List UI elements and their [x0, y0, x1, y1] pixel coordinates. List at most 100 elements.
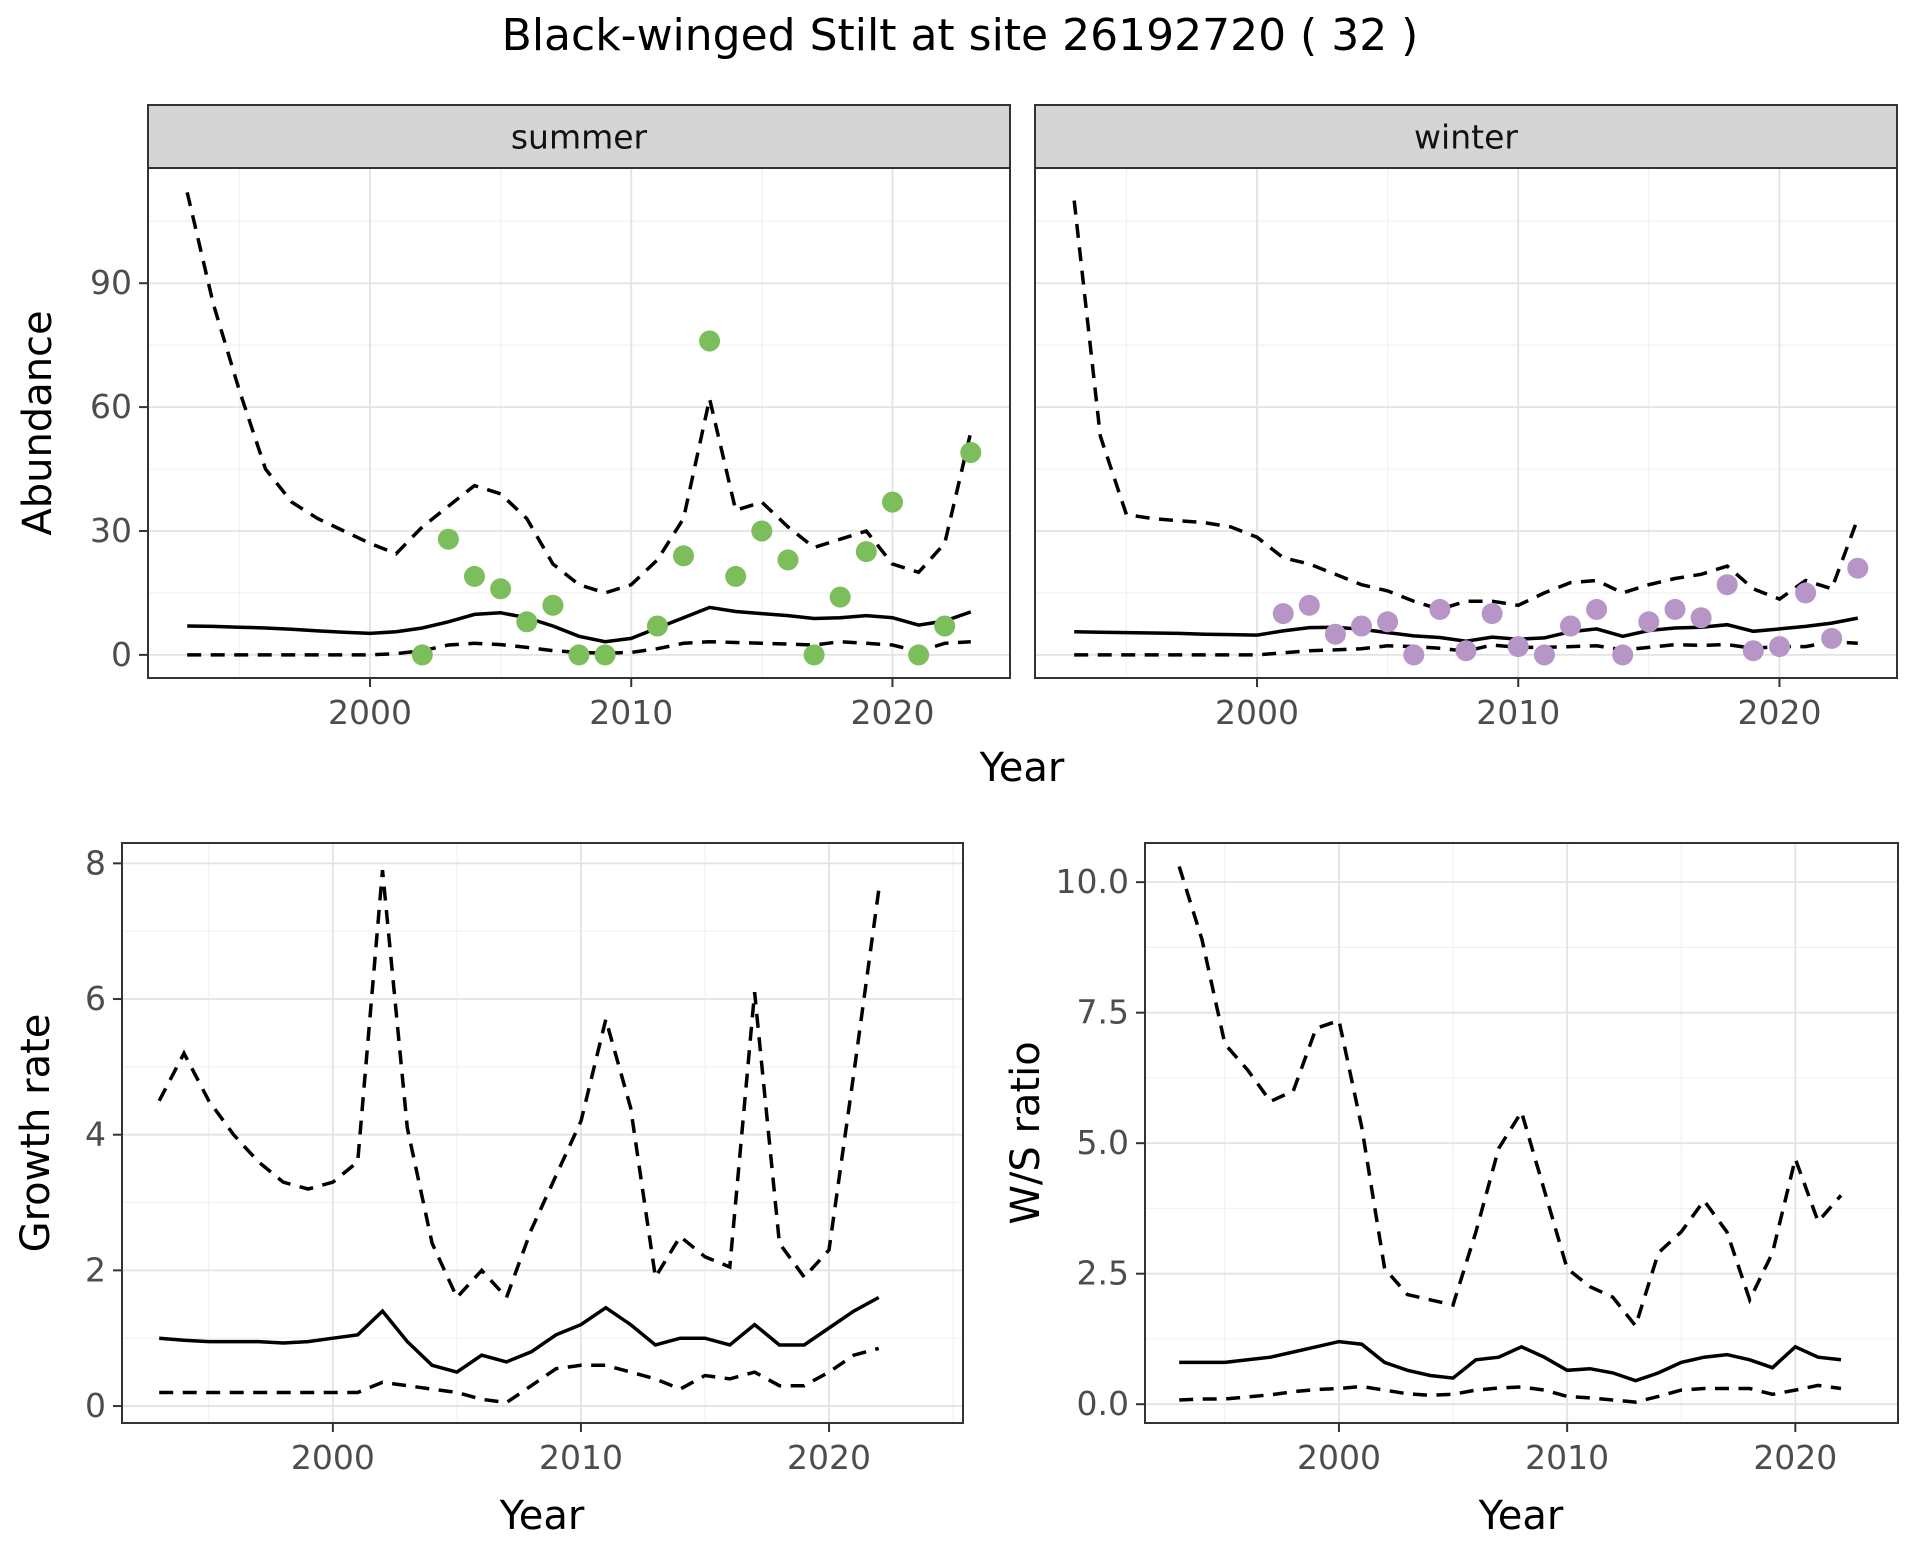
axis-title-year-top: Year [979, 745, 1065, 791]
ws_ratio-x-tick-label: 2010 [1525, 1438, 1609, 1477]
growth_rate-x-tick-label: 2000 [291, 1438, 375, 1477]
observed_abundance_summer-point [568, 644, 590, 666]
observed_abundance_summer-point [725, 565, 747, 587]
growth_rate-y-tick-label: 4 [85, 1115, 106, 1154]
ws_ratio-y-tick-label: 7.5 [1077, 993, 1129, 1032]
observed_abundance_summer-point [490, 578, 512, 600]
axis-title-year-growth: Year [499, 1493, 585, 1539]
ws_ratio-x-tick-label: 2000 [1297, 1438, 1381, 1477]
observed_abundance_winter-point [1429, 598, 1451, 620]
observed_abundance_winter-point [1690, 607, 1712, 629]
growth_rate-y-tick-label: 8 [85, 843, 106, 882]
observed_abundance_summer-point [960, 442, 982, 463]
ws_ratio-y-tick-label: 5.0 [1077, 1123, 1129, 1162]
observed_abundance_summer-point [855, 541, 877, 563]
observed_abundance_winter-point [1507, 636, 1529, 658]
abundance_winter-x-tick-label: 2000 [1215, 693, 1299, 732]
abundance_summer-y-tick-label: 30 [90, 511, 132, 550]
axis-title-growth-rate: Growth rate [13, 1013, 59, 1253]
observed_abundance_winter-point [1560, 615, 1581, 637]
observed_abundance_winter-point [1716, 574, 1738, 596]
figure-title: Black-winged Stilt at site 26192720 ( 32… [501, 10, 1419, 61]
ws_ratio-series-mean-line [1179, 1339, 1842, 1383]
observed_abundance_summer-point [829, 586, 851, 608]
abundance_summer-y-tick-label: 0 [111, 635, 132, 674]
ws_ratio-x-tick-label: 2020 [1753, 1438, 1837, 1477]
observed_abundance_summer-point [516, 611, 538, 633]
observed_abundance_winter-point [1612, 644, 1634, 666]
observed_abundance_summer-point [646, 615, 668, 637]
ws_ratio-y-tick-label: 2.5 [1077, 1254, 1129, 1293]
observed_abundance_winter-point [1795, 582, 1817, 604]
growth_rate-series-mean-line [159, 1295, 880, 1375]
observed_abundance_winter-point [1455, 640, 1477, 662]
growth_rate-x-tick-label: 2010 [539, 1438, 623, 1477]
ws_ratio-series-lower_ci-line [1179, 1383, 1842, 1404]
ws_ratio-y-tick-label: 0.0 [1077, 1384, 1129, 1423]
observed_abundance_winter-point [1298, 594, 1320, 616]
growth_rate-y-tick-label: 6 [85, 979, 106, 1018]
observed_abundance_winter-point [1377, 611, 1399, 633]
observed_abundance_winter-point [1324, 623, 1346, 645]
growth_rate-panel-bg [122, 843, 963, 1423]
growth_rate-series-upper_ci-line [157, 869, 881, 1301]
observed_abundance_winter-point [1481, 603, 1503, 625]
ws_ratio-y-tick-label: 10.0 [1056, 862, 1129, 901]
growth_rate-series-lower_ci-line [159, 1346, 880, 1405]
observed_abundance_summer-point [882, 491, 903, 513]
observed_abundance_summer-point [908, 644, 930, 666]
observed_abundance_winter-point [1351, 615, 1372, 637]
axis-title-abundance: Abundance [15, 310, 61, 536]
observed_abundance_summer-point [803, 644, 825, 666]
observed_abundance_summer-point [934, 615, 956, 637]
facet-strip-label-summer: summer [510, 117, 648, 157]
observed_abundance_winter-point [1664, 598, 1686, 620]
observed_abundance_winter-point [1769, 636, 1790, 658]
growth_rate-x-tick-label: 2020 [787, 1438, 871, 1477]
ws_ratio-panel-bg [1145, 843, 1898, 1423]
observed_abundance_summer-point [777, 549, 799, 571]
observed_abundance_winter-point [1638, 611, 1660, 633]
growth_rate-y-tick-label: 2 [85, 1250, 106, 1289]
observed_abundance_winter-point [1742, 640, 1764, 662]
observed_abundance_summer-point [542, 594, 564, 616]
observed_abundance_winter-point [1847, 557, 1869, 579]
abundance_summer-y-tick-label: 60 [90, 387, 132, 426]
observed_abundance_winter-point [1821, 627, 1843, 649]
abundance_summer-facet-strip [147, 104, 1011, 169]
abundance_summer-y-tick-label: 90 [90, 263, 132, 302]
abundance_summer-series-lower_ci-line [187, 639, 971, 657]
observed_abundance_summer-point [464, 565, 485, 587]
ws_ratio-series-upper_ci-line [1177, 865, 1843, 1330]
axis-title-ws-ratio: W/S ratio [1003, 1041, 1049, 1225]
ws_ratio-panel-border [1144, 842, 1899, 1424]
facet-strip-label-winter: winter [1414, 117, 1518, 157]
observed_abundance_summer-point [437, 528, 459, 550]
growth_rate-y-tick-label: 0 [85, 1386, 106, 1425]
abundance_summer-x-tick-label: 2020 [850, 693, 934, 732]
observed_abundance_summer-point [699, 330, 721, 352]
abundance_winter-x-tick-label: 2020 [1737, 693, 1821, 732]
growth_rate-panel-border [121, 842, 964, 1424]
observed_abundance_summer-point [673, 545, 694, 567]
abundance_winter-panel-bg [1035, 168, 1897, 678]
observed_abundance_winter-point [1403, 644, 1425, 666]
observed_abundance_winter-point [1272, 603, 1294, 625]
abundance_summer-x-tick-label: 2010 [589, 693, 673, 732]
observed_abundance_winter-point [1533, 644, 1555, 666]
abundance_winter-series-lower_ci-line [1074, 639, 1858, 657]
abundance_summer-x-tick-label: 2000 [328, 693, 412, 732]
observed_abundance_winter-point [1586, 598, 1608, 620]
abundance_summer-panel-bg [148, 168, 1010, 678]
abundance_winter-facet-strip [1034, 104, 1898, 169]
axis-title-year-ratio: Year [1478, 1493, 1564, 1539]
observed_abundance_summer-point [594, 644, 616, 666]
observed_abundance_summer-point [411, 644, 433, 666]
observed_abundance_summer-point [751, 520, 773, 542]
abundance_summer-series-upper_ci-line [185, 192, 973, 595]
abundance_winter-x-tick-label: 2010 [1476, 693, 1560, 732]
abundance_summer-series-mean-line [187, 605, 972, 644]
abundance_winter-series-upper_ci-line [1072, 200, 1860, 612]
